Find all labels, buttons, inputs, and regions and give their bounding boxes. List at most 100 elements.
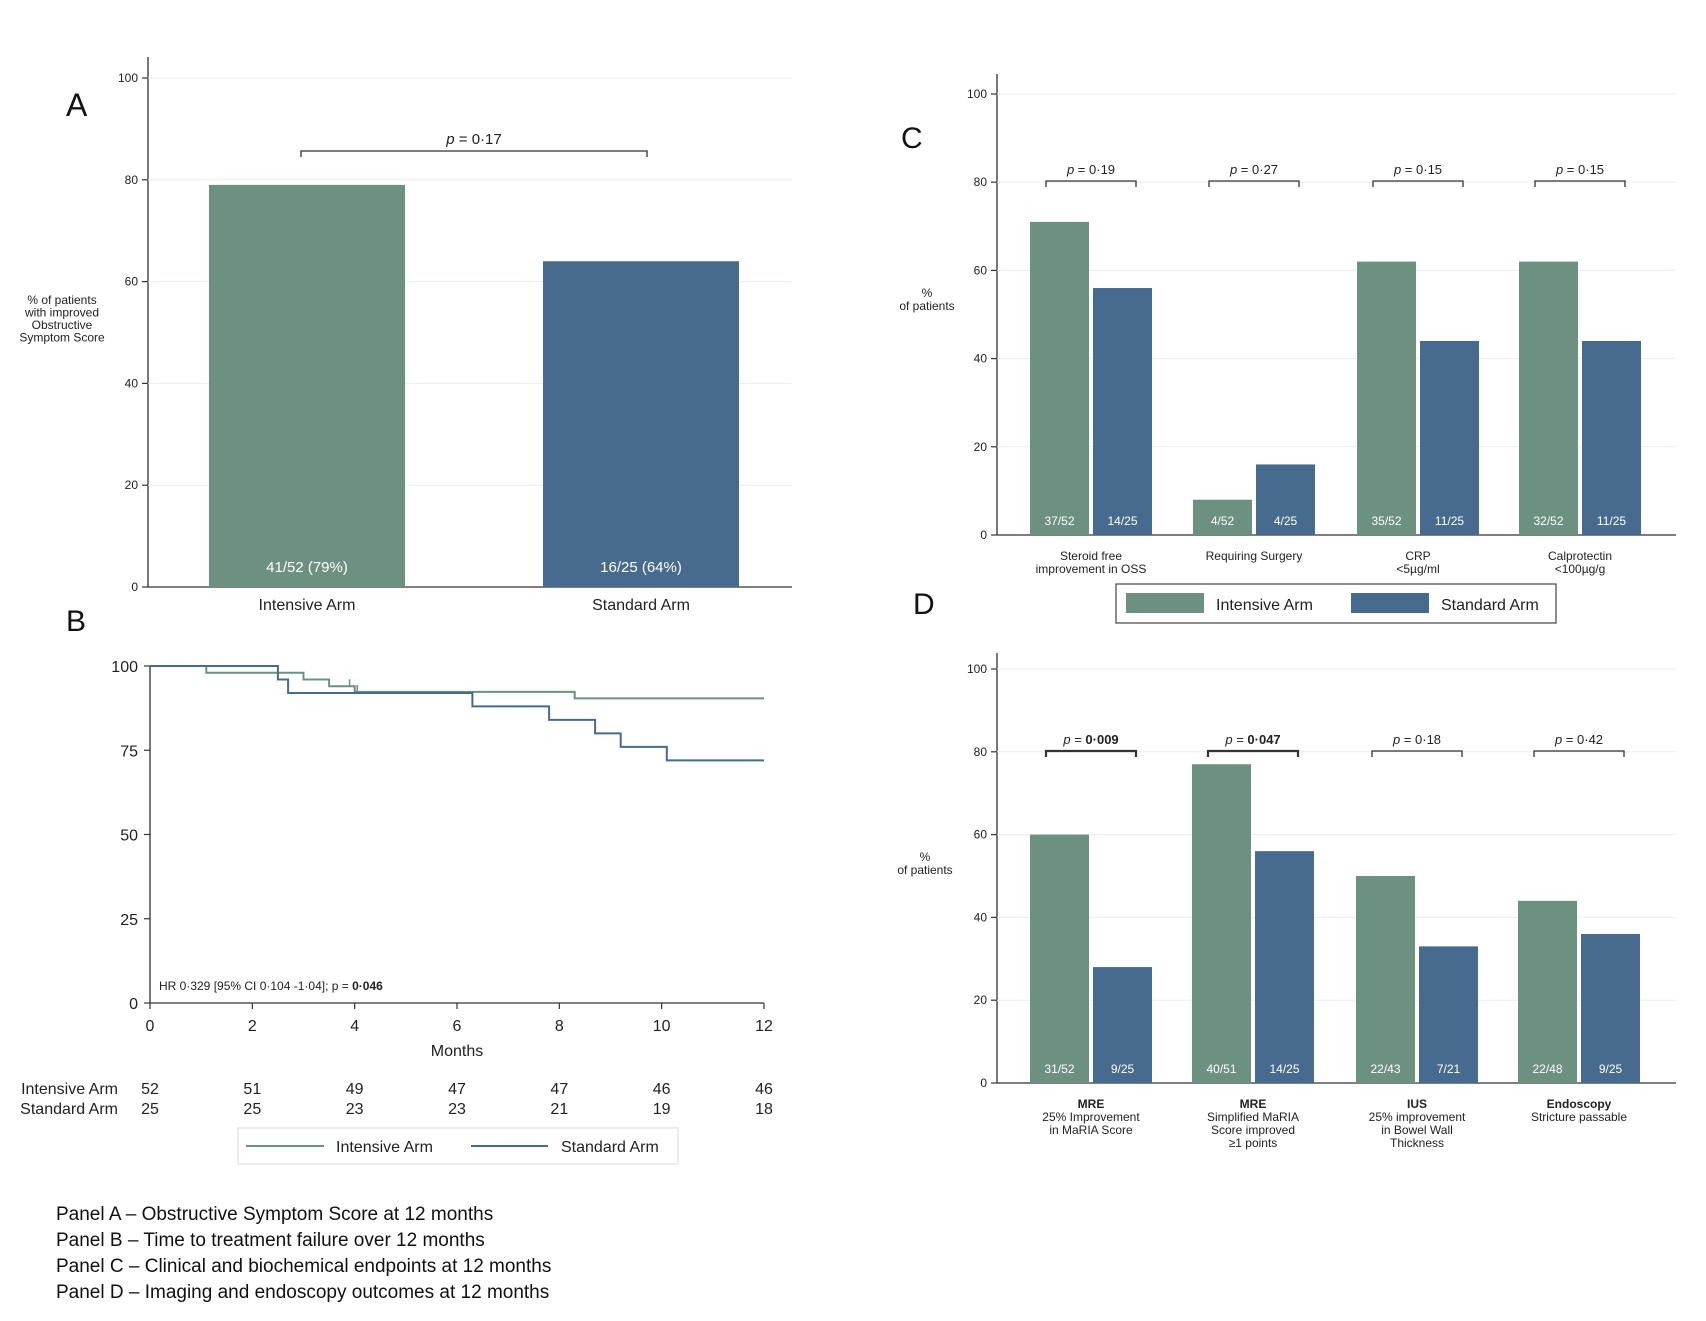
risk-table-value: 19 xyxy=(653,1101,671,1118)
p-value-bracket xyxy=(1045,180,1137,187)
x-category-label-line: improvement in OSS xyxy=(1036,562,1147,576)
risk-table-value: 46 xyxy=(653,1081,671,1098)
y-tick-label: 25 xyxy=(120,912,138,929)
bar-value-label: 35/52 xyxy=(1371,514,1401,528)
caption-panel-c: Panel C – Clinical and biochemical endpo… xyxy=(56,1256,552,1277)
p-value-label: p = 0·047 xyxy=(1224,732,1280,747)
bar-value-label: 9/25 xyxy=(1111,1062,1135,1076)
risk-table-value: 25 xyxy=(243,1101,261,1118)
bar-standard xyxy=(1420,340,1479,535)
y-tick-label: 0 xyxy=(980,1076,987,1090)
panel-letter-d: D xyxy=(913,588,935,621)
risk-table-value: 46 xyxy=(755,1081,773,1098)
y-tick-label: 60 xyxy=(974,828,988,842)
x-tick-label: 6 xyxy=(453,1018,462,1035)
bar-intensive xyxy=(1518,900,1577,1083)
risk-table-value: 23 xyxy=(448,1101,466,1118)
bar-intensive xyxy=(1193,499,1252,535)
risk-table-row-label: Intensive Arm xyxy=(21,1081,118,1098)
km-line-intensive xyxy=(150,665,764,700)
y-axis-label: % xyxy=(920,850,931,864)
x-category-label-line: 25% improvement xyxy=(1369,1110,1466,1124)
bar-value-label: 22/43 xyxy=(1370,1062,1400,1076)
p-value-bracket xyxy=(1372,180,1464,187)
bar-value-label: 9/25 xyxy=(1599,1062,1623,1076)
risk-table-value: 52 xyxy=(141,1081,159,1098)
y-axis-label: with improved xyxy=(24,306,99,320)
bar-standard xyxy=(1419,946,1478,1083)
bar-value-label: 4/25 xyxy=(1274,514,1298,528)
x-category-label-line: 25% Improvement xyxy=(1042,1110,1140,1124)
bar-value-label: 32/52 xyxy=(1533,514,1563,528)
p-value-label: p = 0·19 xyxy=(1066,162,1115,177)
p-value-label: p = 0·18 xyxy=(1392,732,1441,747)
x-tick-label: 10 xyxy=(653,1018,671,1035)
legend-swatch-standard xyxy=(1351,593,1429,613)
risk-table-value: 51 xyxy=(243,1081,261,1098)
x-category-label-line: Simplified MaRIA xyxy=(1207,1110,1299,1124)
p-value-label: p = 0·17 xyxy=(445,131,501,148)
legend-swatch-intensive xyxy=(1126,593,1204,613)
bar-value-label: 31/52 xyxy=(1044,1062,1074,1076)
bar-value-label: 40/51 xyxy=(1206,1062,1236,1076)
bar-intensive xyxy=(1357,261,1416,535)
x-category-label-line: MRE xyxy=(1078,1097,1105,1111)
panel-letter-a: A xyxy=(66,87,88,123)
p-value-bracket xyxy=(300,150,648,157)
y-tick-label: 0 xyxy=(131,580,138,594)
bar-standard xyxy=(1582,340,1641,535)
bar-value-label: 22/48 xyxy=(1532,1062,1562,1076)
bar-standard xyxy=(1581,933,1640,1083)
x-category-label-line: CRP xyxy=(1405,549,1430,563)
bar-value-label: 16/25 (64%) xyxy=(600,559,682,576)
x-category-label-line: Thickness xyxy=(1390,1136,1444,1150)
bar-value-label: 7/21 xyxy=(1437,1062,1461,1076)
risk-table-value: 49 xyxy=(346,1081,364,1098)
p-value-bracket xyxy=(1534,180,1626,187)
p-value-bracket xyxy=(1208,180,1300,187)
bar-intensive xyxy=(1192,764,1251,1083)
caption-panel-d: Panel D – Imaging and endoscopy outcomes… xyxy=(56,1282,550,1303)
x-tick-label: Standard Arm xyxy=(592,597,690,614)
risk-table-row-label: Standard Arm xyxy=(20,1101,118,1118)
x-category-label-line: IUS xyxy=(1407,1097,1427,1111)
x-category-label-line: Score improved xyxy=(1211,1123,1295,1137)
x-category-label-line: Calprotectin xyxy=(1548,549,1612,563)
bar-value-label: 4/52 xyxy=(1211,514,1235,528)
p-value-label: p = 0·42 xyxy=(1554,732,1603,747)
x-category-label-line: <100µg/g xyxy=(1555,562,1606,576)
y-axis-label: % xyxy=(922,286,933,300)
y-axis-label: Obstructive xyxy=(32,318,93,332)
y-tick-label: 40 xyxy=(974,910,988,924)
risk-table-value: 47 xyxy=(448,1081,466,1098)
x-tick-label: 4 xyxy=(350,1018,359,1035)
x-tick-label: Intensive Arm xyxy=(259,597,356,614)
legend-label-intensive: Intensive Arm xyxy=(336,1139,433,1156)
panel-letter-c: C xyxy=(901,122,923,155)
y-axis-label: Symptom Score xyxy=(19,331,105,345)
y-tick-label: 80 xyxy=(974,745,988,759)
y-axis-label: % of patients xyxy=(27,293,96,307)
legend-label-standard: Standard Arm xyxy=(561,1139,659,1156)
bar-intensive xyxy=(1356,876,1415,1083)
y-tick-label: 100 xyxy=(967,87,987,101)
caption-panel-b: Panel B – Time to treatment failure over… xyxy=(56,1230,485,1251)
bar-intensive xyxy=(1030,834,1089,1083)
x-tick-label: 0 xyxy=(146,1018,155,1035)
y-tick-label: 75 xyxy=(120,743,138,760)
bar-value-label: 14/25 xyxy=(1269,1062,1299,1076)
bar-intensive xyxy=(209,184,405,587)
risk-table-value: 25 xyxy=(141,1101,159,1118)
bar-standard xyxy=(1093,967,1152,1083)
risk-table-value: 21 xyxy=(550,1101,568,1118)
x-tick-label: 2 xyxy=(248,1018,257,1035)
y-tick-label: 60 xyxy=(974,263,988,277)
bar-value-label: 11/25 xyxy=(1435,514,1464,528)
y-tick-label: 100 xyxy=(111,659,138,676)
p-value-bracket xyxy=(1206,749,1300,757)
bar-standard xyxy=(1255,851,1314,1083)
x-category-label-line: <5µg/ml xyxy=(1396,562,1439,576)
bar-standard xyxy=(1093,288,1152,535)
